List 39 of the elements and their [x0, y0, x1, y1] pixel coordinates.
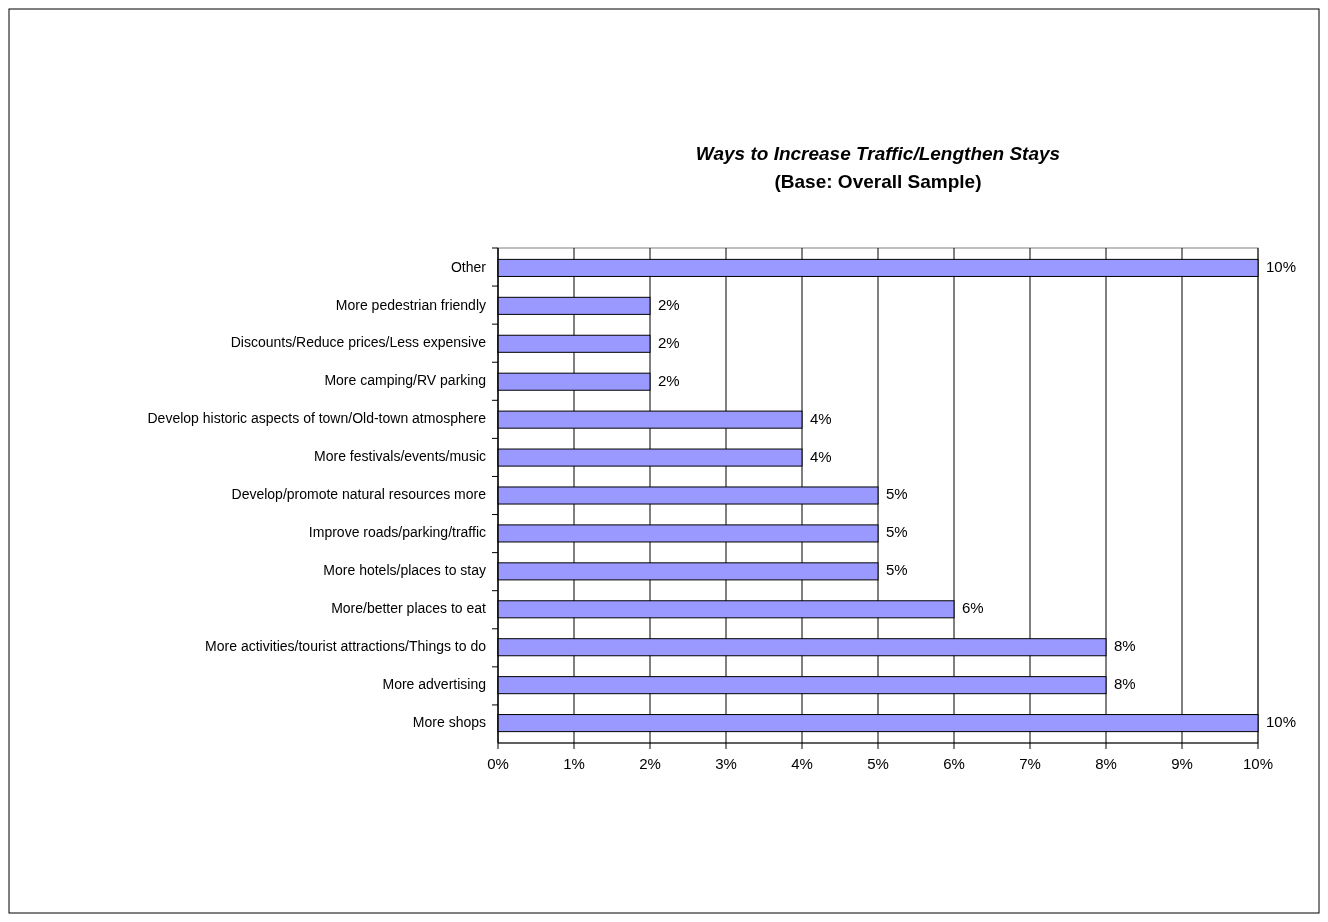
- chart-title: Ways to Increase Traffic/Lengthen Stays: [695, 143, 1061, 164]
- data-label: 8%: [1114, 637, 1136, 655]
- y-tick-label: Other: [450, 258, 487, 275]
- x-tick-label: 8%: [1095, 755, 1117, 772]
- x-tick-label: 10%: [1242, 755, 1274, 772]
- data-label: 2%: [658, 295, 680, 313]
- y-tick-label: More hotels/places to stay: [323, 562, 486, 579]
- y-tick-label: More activities/tourist attractions/Things to do: [205, 637, 487, 654]
- data-label: 8%: [1114, 675, 1136, 693]
- data-label: 5%: [886, 523, 908, 541]
- x-tick-label: 0%: [487, 755, 509, 772]
- x-tick-label: 5%: [867, 755, 889, 772]
- x-tick-label: 4%: [791, 755, 813, 772]
- y-tick-label: Develop/promote natural resources more: [231, 486, 487, 503]
- y-tick-label: More advertising: [382, 675, 486, 692]
- x-tick-label: 1%: [563, 755, 585, 772]
- x-tick-label: 3%: [715, 755, 737, 772]
- data-label: 5%: [886, 561, 908, 579]
- y-tick-label: Develop historic aspects of town/Old-town atmosphere: [147, 410, 487, 427]
- data-label: 4%: [810, 447, 832, 465]
- y-tick-label: More shops: [412, 713, 486, 730]
- y-tick-label: More camping/RV parking: [324, 372, 486, 389]
- chart-subtitle: (Base: Overall Sample): [774, 171, 982, 192]
- y-tick-label: More festivals/events/music: [314, 448, 486, 465]
- x-tick-label: 2%: [639, 755, 661, 772]
- data-label: 5%: [886, 485, 908, 503]
- y-tick-label: More pedestrian friendly: [335, 296, 486, 313]
- y-tick-label: More/better places to eat: [331, 600, 487, 616]
- data-label: 4%: [810, 409, 832, 427]
- y-tick-label: Discounts/Reduce prices/Less expensive: [230, 334, 487, 351]
- data-label: 2%: [658, 371, 680, 389]
- data-label: 10%: [1266, 713, 1297, 731]
- data-label: 2%: [658, 333, 680, 351]
- x-tick-label: 9%: [1171, 755, 1193, 772]
- y-tick-label: Improve roads/parking/traffic: [308, 524, 486, 541]
- x-tick-label: 6%: [943, 755, 965, 772]
- data-label: 6%: [962, 599, 984, 617]
- x-tick-label: 7%: [1019, 755, 1041, 772]
- data-label: 10%: [1266, 257, 1297, 275]
